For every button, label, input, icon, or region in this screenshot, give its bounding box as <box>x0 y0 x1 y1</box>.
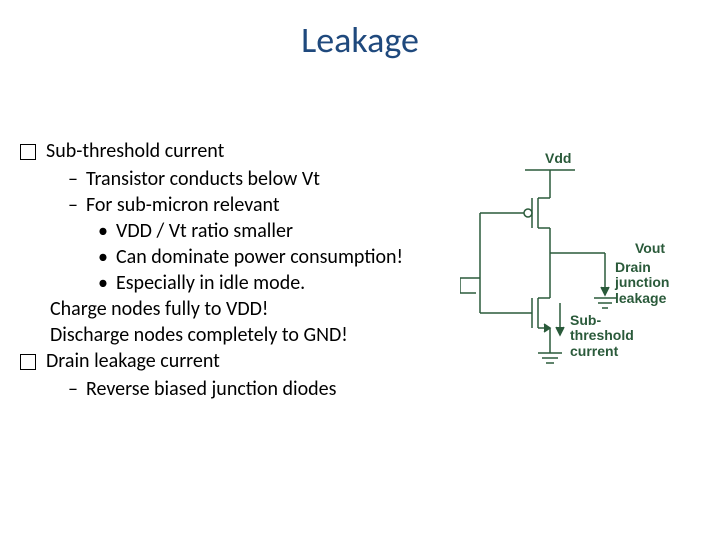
bullet-lvl3: • Can dominate power consumption! <box>98 244 460 270</box>
bullet-lvl2: – Reverse biased junction diodes <box>68 376 460 402</box>
bullet-lvl1: Drain leakage current <box>20 348 460 374</box>
bullet-lvl1: Sub-threshold current <box>20 138 460 164</box>
bullet-text: For sub-micron relevant <box>86 192 280 218</box>
vout-label: Vout <box>635 240 665 256</box>
bullet-lvl2: – For sub-micron relevant <box>68 192 460 218</box>
subthreshold-label: Sub-threshold current <box>570 313 660 359</box>
bullet-text: Charge nodes fully to VDD! <box>50 297 268 321</box>
dash-icon: – <box>68 192 78 218</box>
bullet-lvl1b: Charge nodes fully to VDD! <box>50 296 460 322</box>
bullet-lvl2: – Transistor conducts below Vt <box>68 166 460 192</box>
dash-icon: – <box>68 376 78 402</box>
bullet-text: Drain leakage current <box>46 348 220 374</box>
bullet-text: Sub-threshold current <box>46 138 224 164</box>
bullet-text: Can dominate power consumption! <box>116 244 403 270</box>
disc-icon: • <box>98 218 108 244</box>
disc-icon: • <box>98 244 108 270</box>
slide-title: Leakage <box>0 18 720 62</box>
bullet-content: Sub-threshold current – Transistor condu… <box>20 138 460 402</box>
bullet-lvl1b: Discharge nodes completely to GND! <box>50 322 460 348</box>
bullet-text: Reverse biased junction diodes <box>86 376 336 402</box>
bullet-lvl3: • VDD / Vt ratio smaller <box>98 218 460 244</box>
bullet-text: Discharge nodes completely to GND! <box>50 323 348 347</box>
bullet-text: Transistor conducts below Vt <box>86 166 320 192</box>
drain-leakage-label: Drain junction leakage <box>615 260 695 306</box>
dash-icon: – <box>68 166 78 192</box>
bullet-lvl3: • Especially in idle mode. <box>98 270 460 296</box>
bullet-text: Especially in idle mode. <box>116 270 305 296</box>
disc-icon: • <box>98 270 108 296</box>
checkbox-icon <box>20 144 36 160</box>
cmos-diagram: Vdd Vout Drain junction leakage Sub-thre… <box>460 148 700 408</box>
checkbox-icon <box>20 354 36 370</box>
vdd-label: Vdd <box>545 150 571 166</box>
bullet-text: VDD / Vt ratio smaller <box>116 218 293 244</box>
